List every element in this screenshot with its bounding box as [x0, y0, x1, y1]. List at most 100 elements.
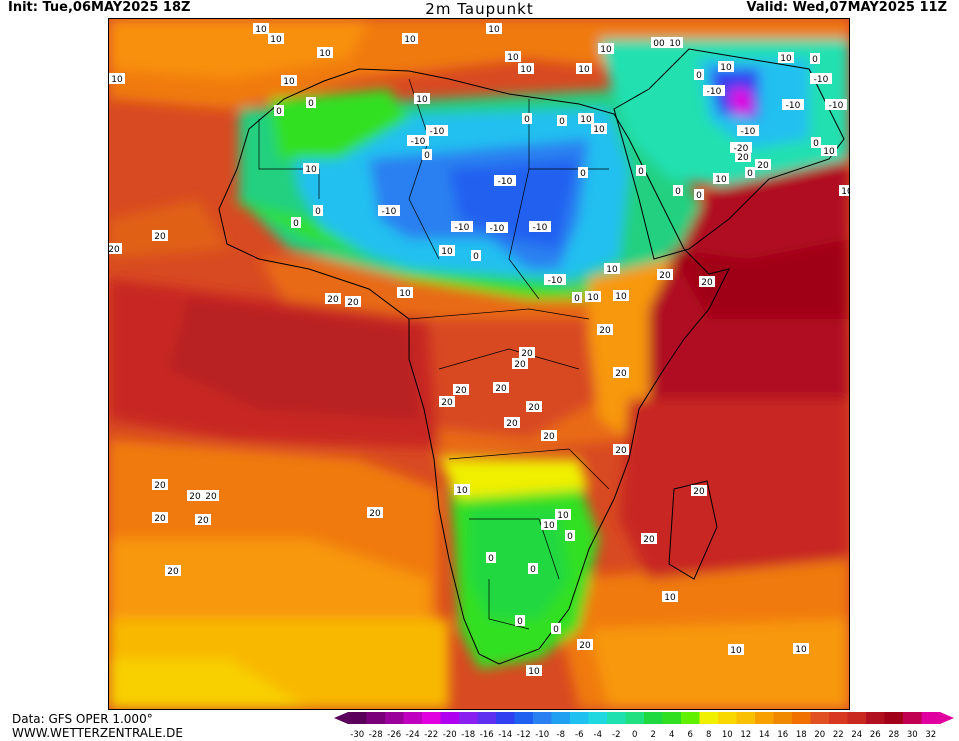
- contour-label: 10: [255, 25, 267, 35]
- contour-label: 20: [528, 403, 540, 413]
- contour-label-bg: [528, 563, 538, 574]
- contour-label-bg: [745, 167, 755, 178]
- contour-label: 0: [315, 207, 321, 217]
- contour-label: 20: [579, 641, 591, 651]
- contour-label: 0: [524, 115, 530, 125]
- contour-label: 20: [495, 384, 507, 394]
- scale-swatch: [755, 712, 774, 724]
- contour-label-bg: [306, 97, 316, 108]
- scale-tick-label: -8: [557, 730, 565, 740]
- contour-label-bg: [378, 205, 400, 216]
- contour-label: 0: [276, 107, 282, 117]
- contour-label-bg: [426, 125, 448, 136]
- contour-label: 10: [600, 45, 612, 55]
- contour-label: 10: [669, 39, 681, 49]
- contour-label-bg: [486, 23, 502, 34]
- contour-label-bg: [821, 145, 837, 156]
- contour-label: -10: [829, 101, 844, 111]
- scale-arrow-right: [940, 712, 954, 724]
- contour-label: 10: [507, 53, 519, 63]
- scale-tick-label: 12: [740, 730, 751, 740]
- scale-tick-label: -24: [406, 730, 420, 740]
- contour-label: 20: [506, 419, 518, 429]
- scale-swatch: [533, 712, 552, 724]
- contour-label-bg: [730, 142, 752, 153]
- scale-swatch: [792, 712, 811, 724]
- scale-swatch: [422, 712, 441, 724]
- scale-swatch: [736, 712, 756, 724]
- contour-label: 20: [327, 295, 339, 305]
- contour-label: 0: [675, 187, 681, 197]
- contour-label: 20: [514, 360, 526, 370]
- contour-label-bg: [576, 63, 592, 74]
- scale-swatch: [607, 712, 626, 724]
- contour-label-bg: [544, 274, 566, 285]
- scale-tick-label: -30: [350, 730, 364, 740]
- contour-label: 10: [795, 645, 807, 655]
- contour-label: 10: [111, 75, 123, 85]
- scale-tick-label: 22: [833, 730, 844, 740]
- contour-label-bg: [810, 73, 832, 84]
- contour-label: 00: [653, 39, 665, 49]
- contour-label-bg: [604, 263, 620, 274]
- contour-label-bg: [578, 167, 588, 178]
- contour-label-bg: [735, 151, 751, 162]
- contour-label-bg: [651, 37, 667, 48]
- contour-label-bg: [636, 165, 646, 176]
- scale-tick-label: 10: [722, 730, 733, 740]
- contour-label: 20: [521, 349, 533, 359]
- contour-label-bg: [303, 163, 319, 174]
- contour-label-bg: [453, 384, 469, 395]
- contour-label: 10: [557, 511, 569, 521]
- contour-label-bg: [451, 221, 473, 232]
- contour-label-bg: [793, 643, 809, 654]
- contour-label: 0: [488, 554, 494, 564]
- valid-time: Valid: Wed,07MAY2025 11Z: [746, 0, 947, 15]
- contour-label: 0: [559, 117, 565, 127]
- contour-label-bg: [486, 552, 496, 563]
- contour-label-bg: [839, 185, 855, 196]
- contour-label: 10: [520, 65, 532, 75]
- contour-label-bg: [407, 135, 429, 146]
- contour-label: 10: [319, 49, 331, 59]
- contour-label: 0: [747, 169, 753, 179]
- contour-label-bg: [367, 507, 383, 518]
- scale-tick-label: 20: [814, 730, 825, 740]
- contour-label: 10: [456, 486, 468, 496]
- coastline: [218, 68, 730, 665]
- contour-label-bg: [518, 63, 534, 74]
- contour-label: 0: [567, 532, 573, 542]
- contour-label-bg: [691, 485, 707, 496]
- contour-label: 0: [696, 191, 702, 201]
- contour-label: 0: [580, 169, 586, 179]
- contour-label-bg: [810, 53, 820, 64]
- contour-label-bg: [195, 514, 211, 525]
- scale-tick-label: -16: [480, 730, 494, 740]
- scale-swatch: [921, 712, 941, 724]
- contour-label-bg: [703, 85, 725, 96]
- contour-label-bg: [578, 113, 594, 124]
- contour-label-bg: [557, 115, 567, 126]
- scale-tick-label: 2: [651, 730, 656, 740]
- contour-label: 20: [154, 514, 166, 524]
- contour-label: 20: [455, 386, 467, 396]
- contour-label-bg: [519, 347, 535, 358]
- scale-swatch: [847, 712, 867, 724]
- scale-tick-label: -26: [387, 730, 401, 740]
- contour-label-bg: [728, 644, 744, 655]
- contour-label: -10: [741, 127, 756, 137]
- arabia-coast: [613, 48, 845, 260]
- contour-label: -10: [411, 137, 426, 147]
- contour-label-bg: [572, 292, 582, 303]
- contour-label: 20: [167, 567, 179, 577]
- scale-tick-label: -28: [369, 730, 383, 740]
- contour-label-bg: [439, 245, 455, 256]
- contour-label: 10: [488, 25, 500, 35]
- contour-label-bg: [694, 189, 704, 200]
- contour-label: 10: [283, 77, 295, 87]
- contour-label-bg: [778, 52, 794, 63]
- contour-label-bg: [109, 73, 125, 84]
- contour-label-bg: [515, 615, 525, 626]
- contour-label: 0: [293, 219, 299, 229]
- scale-tick-label: -14: [498, 730, 512, 740]
